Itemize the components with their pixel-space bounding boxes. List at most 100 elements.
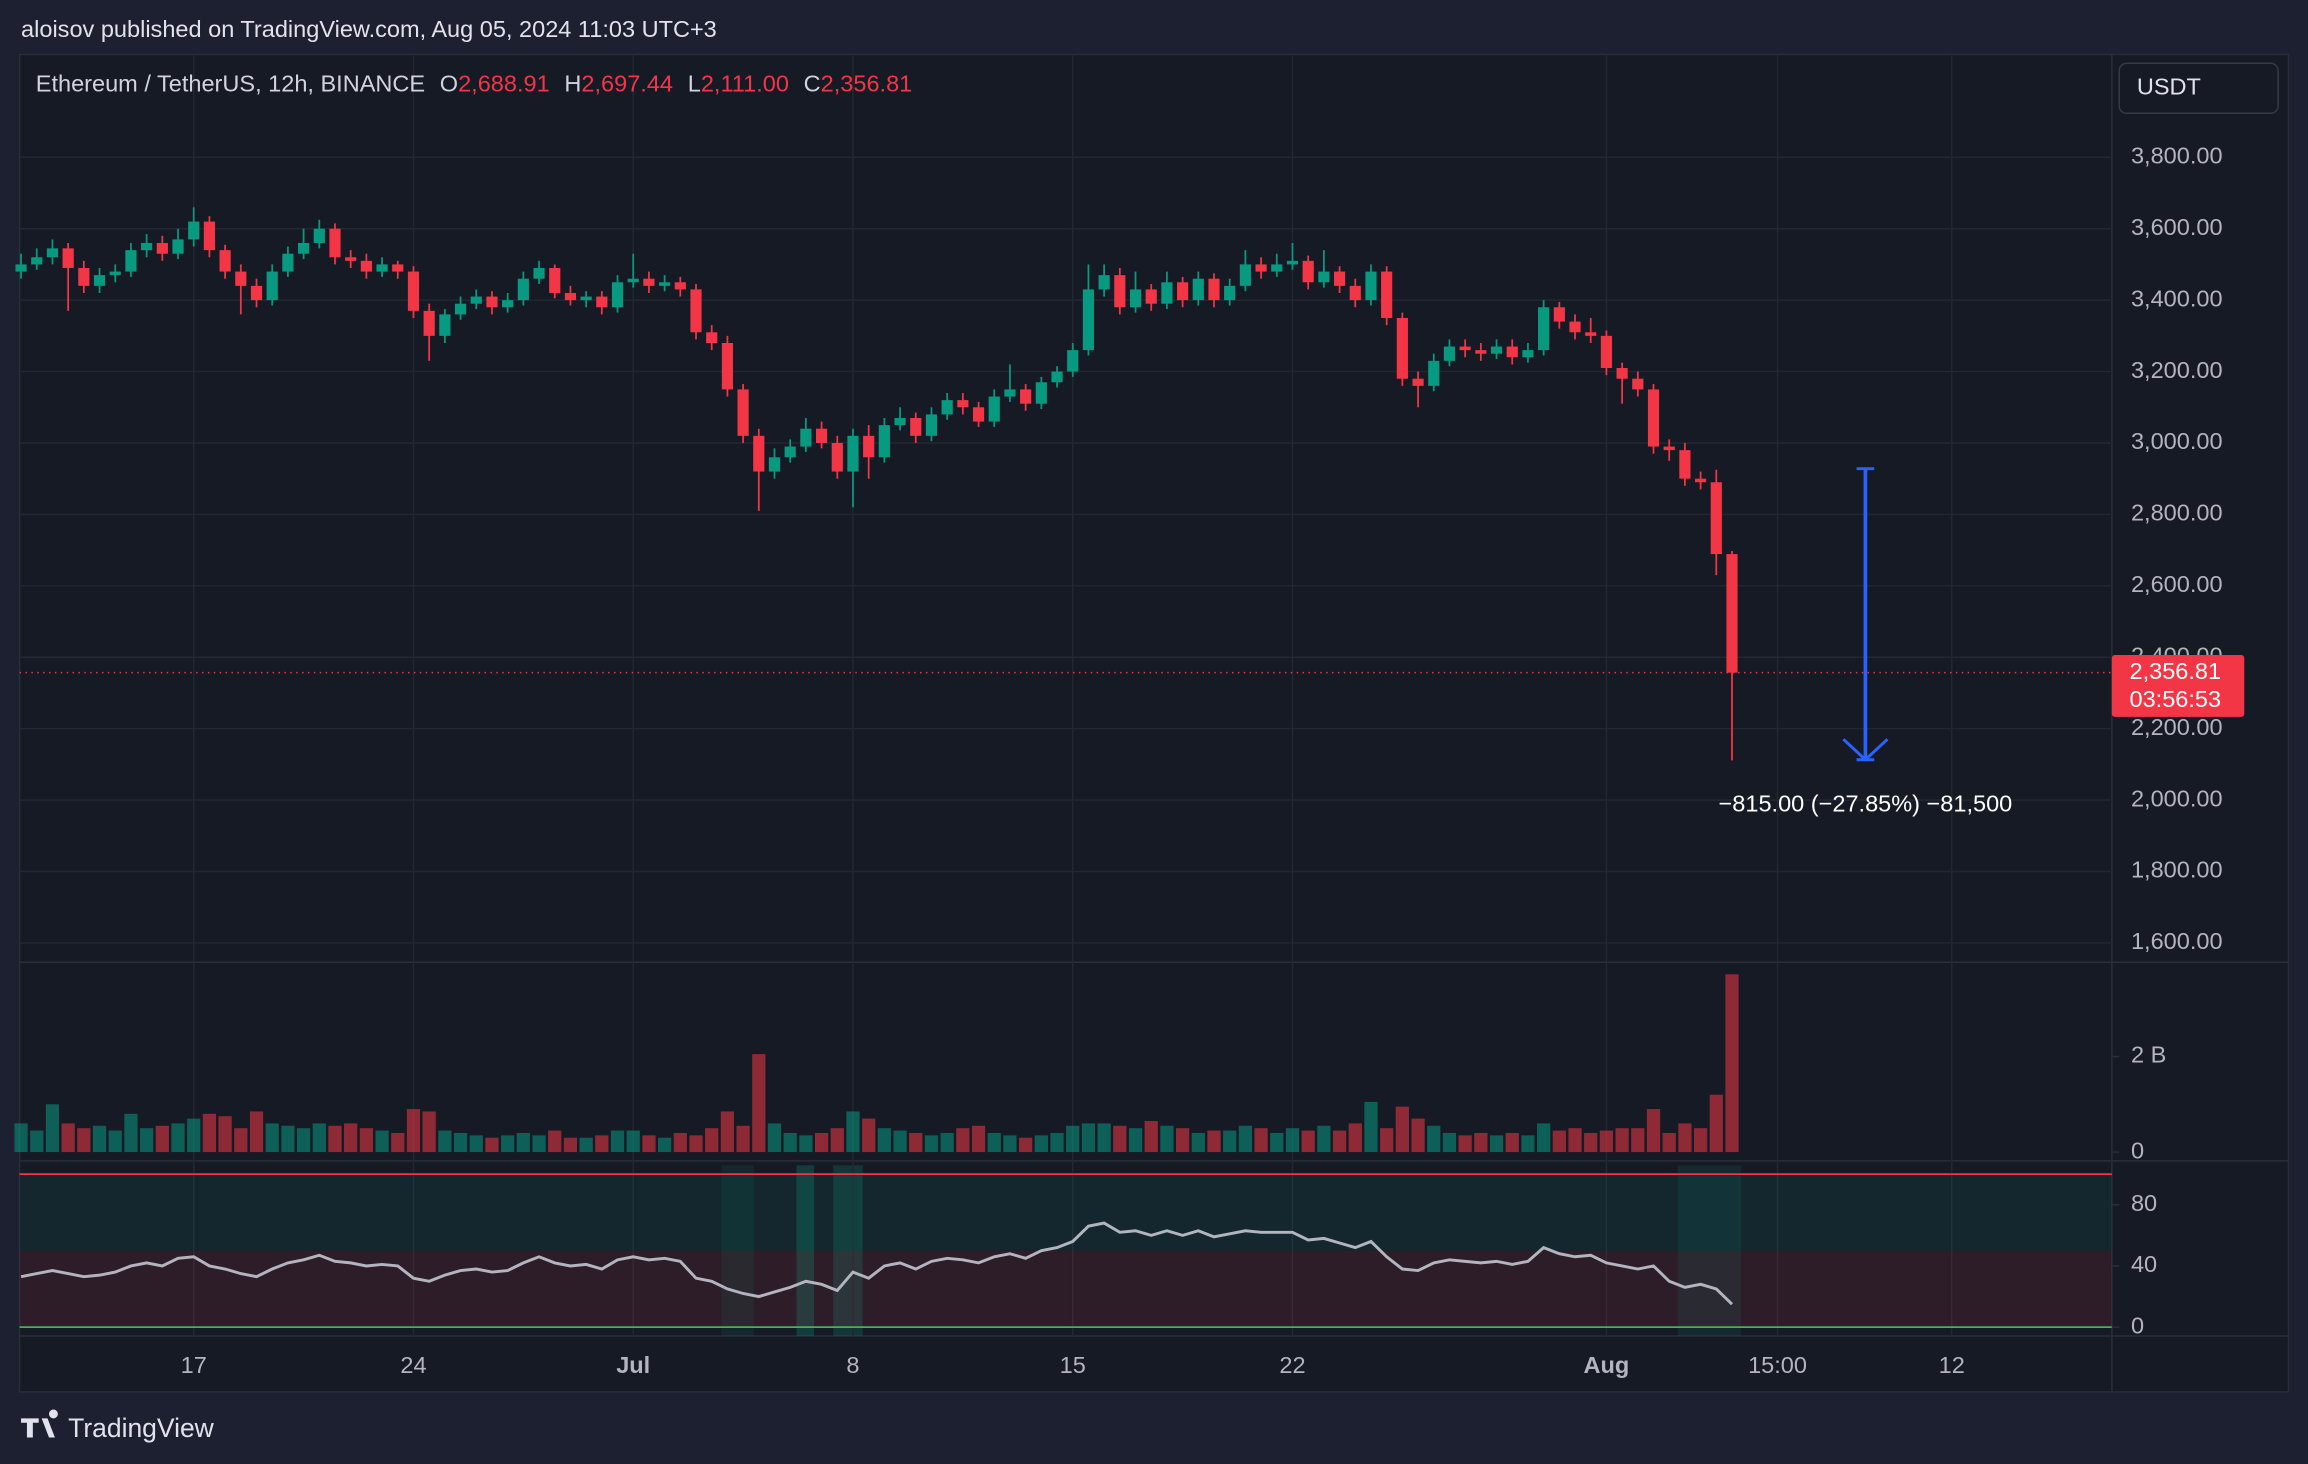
volume-bar [328, 1125, 342, 1153]
volume-bar [218, 1116, 232, 1153]
legend-key: H [564, 71, 581, 97]
candle [1145, 284, 1157, 311]
candle [1522, 342, 1534, 363]
volume-bar [783, 1132, 797, 1153]
volume-bar [140, 1128, 154, 1153]
volume-bar [375, 1130, 389, 1153]
rsi-lower-zone [19, 1250, 2112, 1328]
candle [423, 303, 435, 361]
volume-bar [1458, 1135, 1472, 1153]
candle-body [1475, 350, 1487, 354]
volume-bar [563, 1137, 578, 1153]
candle-body [549, 267, 561, 293]
signal-bands [721, 1165, 1742, 1336]
volume-bar [767, 1123, 782, 1153]
candle-body [659, 282, 671, 286]
candle-body [78, 267, 90, 286]
volume-bar [77, 1128, 91, 1153]
candle-body [737, 389, 749, 436]
candle-body [1632, 378, 1644, 390]
symbol-name[interactable]: Ethereum / TetherUS, 12h, BINANCE [36, 71, 425, 97]
candle-body [674, 282, 686, 290]
volume-bar [532, 1135, 546, 1153]
volume-bar [548, 1130, 562, 1153]
volume-bar [124, 1113, 138, 1153]
volume-bar [1693, 1128, 1708, 1153]
volume-bar [1066, 1125, 1080, 1153]
candle-body [847, 435, 859, 472]
candle [502, 292, 514, 313]
candle-body [1585, 332, 1597, 336]
volume-bar [1709, 1094, 1723, 1153]
candle [31, 248, 43, 270]
volume-bar [1427, 1125, 1441, 1153]
signal-band [721, 1165, 754, 1336]
volume-bar [830, 1128, 844, 1153]
candle-body [141, 242, 153, 251]
candle [596, 291, 608, 315]
volume-bar [1521, 1135, 1535, 1153]
candle [376, 257, 388, 277]
candle-body [502, 300, 514, 308]
volume-bar [485, 1137, 499, 1153]
candle-body [345, 257, 357, 261]
candle-body [643, 278, 655, 286]
candle-body [564, 292, 577, 301]
candle-body [1067, 350, 1079, 372]
volume-bar [469, 1135, 483, 1153]
volume-bar [406, 1109, 421, 1153]
volume-bar [642, 1135, 656, 1153]
volume-bar [579, 1137, 593, 1153]
rsi-upper-zone [19, 1174, 2112, 1251]
candle [564, 285, 577, 306]
volume-bar [453, 1132, 468, 1153]
volume-bar [657, 1137, 672, 1153]
volume-bar [720, 1111, 735, 1153]
y-tick-label: 3,800.00 [2131, 143, 2223, 169]
candle [1082, 264, 1095, 356]
candle [768, 448, 781, 479]
volume-bar [516, 1132, 530, 1153]
volume-bar [689, 1135, 703, 1153]
candle-body [1318, 271, 1330, 283]
currency-button[interactable] [2118, 62, 2279, 115]
candle [313, 219, 325, 249]
volume-bar [1019, 1137, 1033, 1153]
candle [1318, 250, 1330, 288]
candle-body [517, 278, 529, 301]
volume-bar [1678, 1123, 1692, 1153]
candle-body [925, 414, 938, 436]
candle-body [1035, 382, 1047, 404]
candle-body [1192, 278, 1204, 301]
volume-bar [1411, 1118, 1425, 1153]
candle-body [1286, 260, 1299, 265]
volume-bar [1050, 1132, 1064, 1153]
candle-body [235, 271, 247, 286]
candle [1412, 371, 1424, 408]
candle-body [690, 289, 702, 333]
signal-band [1677, 1165, 1742, 1336]
volume-bar [1489, 1135, 1504, 1153]
candle-body [1255, 264, 1267, 272]
candle-body [1443, 346, 1456, 361]
volume-bar [1599, 1130, 1614, 1153]
candle [957, 392, 969, 415]
legend-key: O [440, 71, 458, 97]
candle [1302, 255, 1314, 290]
legend-key: C [804, 71, 821, 97]
candle [1695, 471, 1707, 490]
volume-bar [1442, 1132, 1457, 1153]
currency-label[interactable]: USDT [2137, 74, 2201, 100]
candle-body [203, 221, 216, 251]
volume-bar [1395, 1106, 1409, 1153]
volume-bar [265, 1123, 279, 1153]
candle [1428, 353, 1440, 392]
candle-body [941, 400, 953, 415]
y-tick-label: 2,800.00 [2131, 500, 2223, 526]
candle [1443, 339, 1456, 367]
candle-body [957, 400, 969, 408]
volume-bar [1097, 1123, 1111, 1153]
candle-body [863, 435, 875, 458]
candle [1255, 257, 1267, 279]
volume-bar [924, 1135, 939, 1153]
